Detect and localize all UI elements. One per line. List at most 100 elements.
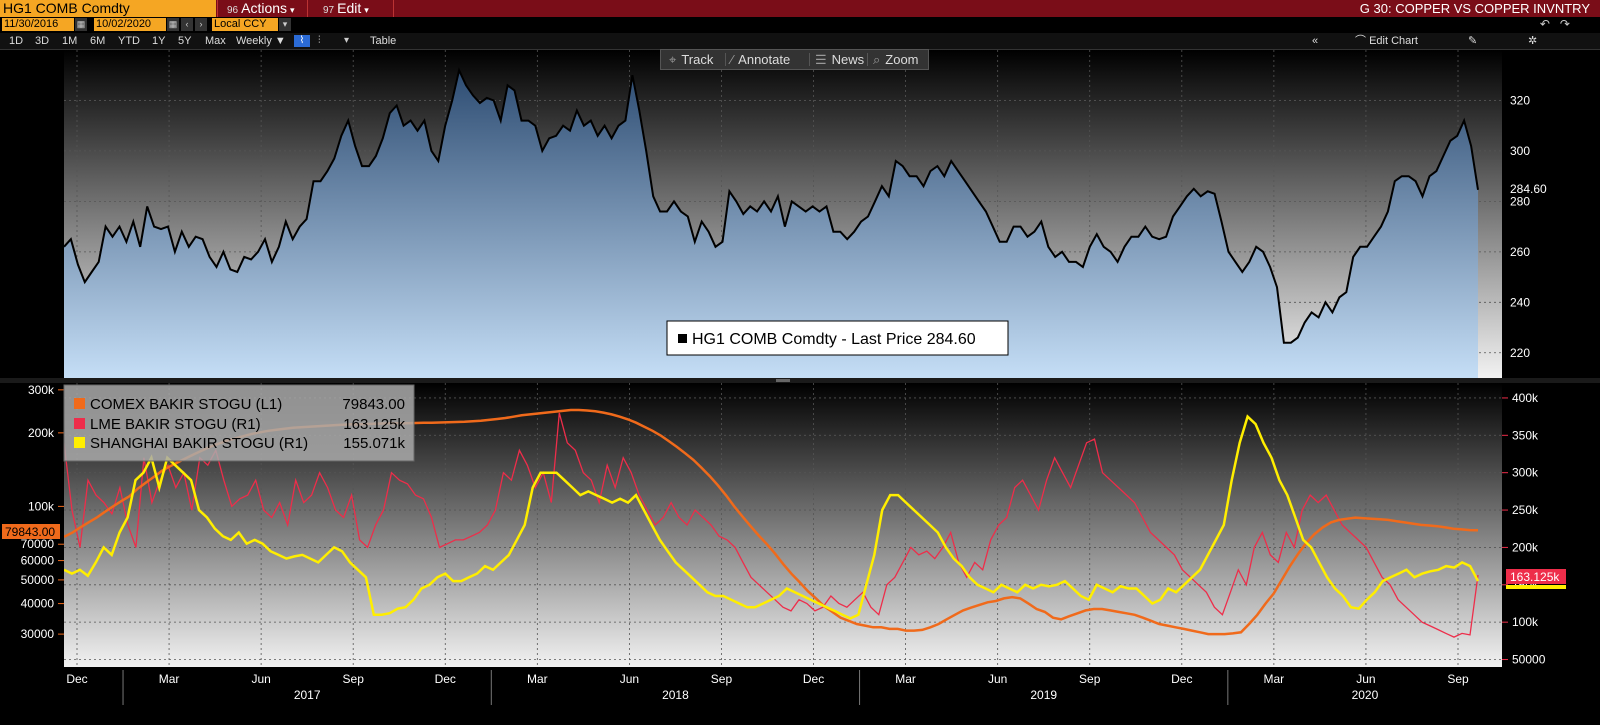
magnifier-icon: ⌕ <box>873 52 881 67</box>
left-y-tick: 200k <box>28 426 55 440</box>
undo-redo-icons[interactable]: ↶ ↷ <box>1539 17 1570 31</box>
news-button[interactable]: ☰ News <box>815 50 864 69</box>
top-y-tick: 240 <box>1510 295 1530 309</box>
period-6m[interactable]: 6M <box>90 35 106 47</box>
x-month-tick: Dec <box>435 672 456 686</box>
x-month-tick: Sep <box>1079 672 1101 686</box>
actions-menu[interactable]: 96 Actions ▾ <box>227 0 295 17</box>
calendar-icon[interactable]: ▦ <box>75 18 87 31</box>
caret-down-icon: ▾ <box>364 5 369 15</box>
bottom-gridlines <box>64 383 1502 667</box>
edit-menu-label: Edit <box>337 0 362 16</box>
calendar-icon[interactable]: ▦ <box>167 18 179 31</box>
news-label: News <box>831 52 865 67</box>
shanghai-legend-swatch <box>74 437 85 448</box>
crosshair-icon: ⌖ <box>669 52 677 67</box>
comex-last-tag: 79843.00 <box>2 524 60 539</box>
left-y-axis: 30000 40000 50000 60000 70000 100k 200k 300k <box>21 383 64 641</box>
chevron-right-icon[interactable]: › <box>195 18 207 31</box>
x-month-tick: Sep <box>711 672 733 686</box>
pencil-icon[interactable]: ✎ <box>1468 35 1478 47</box>
table-button[interactable]: Table <box>370 35 397 47</box>
x-month-tick: Jun <box>620 672 639 686</box>
x-month-tick: Mar <box>895 672 916 686</box>
currency-select[interactable]: Local CCY <box>212 18 278 31</box>
period-ytd[interactable]: YTD <box>118 35 140 47</box>
toolbar-divider <box>725 53 726 66</box>
collapse-icon[interactable]: « <box>1312 35 1319 47</box>
x-year-tick: 2020 <box>1352 688 1379 702</box>
price-legend-swatch <box>678 334 687 343</box>
edit-chart-icon: ⌒ <box>1355 35 1366 47</box>
period-3d[interactable]: 3D <box>35 35 50 47</box>
period-1m[interactable]: 1M <box>62 35 78 47</box>
panel-divider[interactable] <box>0 378 1600 383</box>
edit-chart-label: Edit Chart <box>1369 35 1418 47</box>
right-y-tick: 300k <box>1512 466 1539 480</box>
frequency-label: Weekly <box>236 35 272 47</box>
right-y-tick: 200k <box>1512 540 1539 554</box>
x-month-tick: Dec <box>66 672 87 686</box>
start-date-field[interactable]: 11/30/2016 <box>2 18 74 31</box>
period-1y[interactable]: 1Y <box>152 35 166 47</box>
chart-toolbar: ⌖ Track ∕ Annotate ☰ News ⌕ Zoom <box>660 49 929 70</box>
gear-icon[interactable]: ✲ <box>1528 35 1538 47</box>
track-button[interactable]: ⌖ Track <box>669 50 713 69</box>
caret-down-icon[interactable]: ▾ <box>279 18 291 31</box>
resize-handle[interactable] <box>776 379 790 382</box>
menu-separator <box>307 0 308 17</box>
ticker-field[interactable]: HG1 COMB Comdty <box>0 0 216 17</box>
lme-last-tag: 163.125k <box>1506 569 1566 584</box>
toolbar-divider <box>809 53 810 66</box>
price-legend-label: HG1 COMB Comdty - Last Price 284.60 <box>692 331 976 348</box>
caret-down-icon[interactable]: ▾ <box>344 35 350 46</box>
comex-last-value: 79843.00 <box>5 525 55 539</box>
lme-last-tag-bg <box>1506 569 1566 584</box>
toolbar-divider <box>867 53 868 66</box>
news-icon: ☰ <box>815 52 827 67</box>
actions-menu-label: Actions <box>241 0 288 16</box>
period-1d[interactable]: 1D <box>9 35 24 47</box>
caret-down-icon: ▾ <box>290 5 295 15</box>
left-y-tick: 60000 <box>21 554 55 568</box>
lme-legend-label: LME BAKIR STOGU (R1) <box>90 416 261 433</box>
shanghai-series-line <box>64 414 1480 620</box>
annotate-button[interactable]: ∕ Annotate <box>731 50 790 69</box>
last-price-label: 284.60 <box>1510 182 1547 196</box>
title-bar: HG1 COMB Comdty 96 Actions ▾ 97 Edit ▾ G 30:… <box>0 0 1600 17</box>
left-y-tick: 300k <box>28 383 55 397</box>
top-y-tick: 260 <box>1510 245 1530 259</box>
x-year-tick: 2019 <box>1030 688 1057 702</box>
annotate-label: Annotate <box>738 52 791 67</box>
period-5y[interactable]: 5Y <box>178 35 192 47</box>
line-chart-icon[interactable]: ⌇ <box>294 35 310 47</box>
lme-legend-swatch <box>74 418 85 429</box>
actions-menu-number: 96 <box>227 5 239 16</box>
zoom-button[interactable]: ⌕ Zoom <box>873 50 919 69</box>
x-month-tick: Mar <box>527 672 548 686</box>
frequency-select[interactable]: Weekly ▼ <box>236 35 286 47</box>
lme-series-line <box>64 412 1479 638</box>
edit-chart-button[interactable]: ⌒ Edit Chart <box>1355 33 1418 49</box>
menu-separator <box>217 0 218 17</box>
end-date-field[interactable]: 10/02/2020 <box>94 18 166 31</box>
shanghai-legend-value: 155.071k <box>343 435 405 452</box>
x-month-tick: Sep <box>1447 672 1469 686</box>
x-month-tick: Jun <box>251 672 270 686</box>
top-y-axis: 220 240 260 280 300 320 <box>1510 93 1530 359</box>
left-y-tick: 30000 <box>21 627 55 641</box>
edit-menu[interactable]: 97 Edit ▾ <box>323 0 369 17</box>
x-month-tick: Sep <box>343 672 365 686</box>
candle-chart-icon[interactable]: ⫶ <box>318 35 321 46</box>
zoom-label: Zoom <box>885 52 919 67</box>
x-axis-bg <box>64 667 1502 707</box>
shanghai-last-tag <box>1506 585 1566 589</box>
left-y-tick: 50000 <box>21 573 55 587</box>
chevron-left-icon[interactable]: ‹ <box>181 18 193 31</box>
top-y-tick: 220 <box>1510 346 1530 360</box>
period-max[interactable]: Max <box>205 35 226 47</box>
x-month-tick: Jun <box>988 672 1007 686</box>
inventory-legend-box <box>63 384 415 462</box>
inventory-legend: COMEX BAKIR STOGU (L1) 79843.00 LME BAKI… <box>63 384 415 462</box>
edit-menu-number: 97 <box>323 5 335 16</box>
